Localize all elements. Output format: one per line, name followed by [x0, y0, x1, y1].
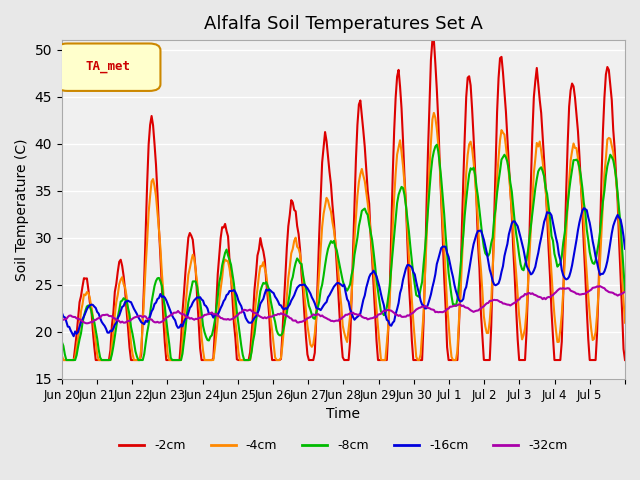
-8cm [58, 339, 66, 345]
-2cm [545, 245, 552, 251]
-4cm [79, 301, 86, 307]
-8cm [63, 357, 70, 363]
-32cm [77, 317, 85, 323]
-16cm [545, 210, 552, 216]
-2cm [77, 293, 85, 299]
-32cm [621, 289, 629, 295]
-4cm [349, 266, 357, 272]
-2cm [429, 37, 436, 43]
-2cm [461, 134, 468, 140]
Line: -8cm: -8cm [62, 144, 625, 360]
-16cm [620, 233, 627, 239]
-32cm [83, 321, 91, 326]
-2cm [95, 357, 102, 363]
-16cm [70, 333, 77, 339]
X-axis label: Time: Time [326, 407, 360, 421]
-4cm [620, 297, 627, 303]
-8cm [433, 142, 441, 147]
-32cm [96, 315, 104, 321]
-4cm [546, 248, 554, 253]
-8cm [620, 266, 627, 272]
-32cm [349, 310, 357, 315]
-4cm [430, 110, 438, 116]
-4cm [621, 320, 629, 325]
-4cm [96, 357, 104, 363]
Line: -16cm: -16cm [62, 208, 625, 336]
-16cm [580, 205, 588, 211]
Text: TA_met: TA_met [86, 60, 131, 73]
-2cm [348, 297, 355, 302]
Line: -4cm: -4cm [62, 113, 625, 360]
-8cm [546, 215, 554, 221]
Line: -32cm: -32cm [62, 286, 625, 324]
-8cm [462, 197, 470, 203]
FancyBboxPatch shape [56, 44, 161, 91]
-32cm [545, 294, 552, 300]
-4cm [60, 357, 67, 363]
-16cm [96, 315, 104, 321]
-4cm [58, 353, 66, 359]
-8cm [79, 320, 86, 326]
-2cm [621, 357, 629, 363]
-32cm [461, 304, 468, 310]
-4cm [462, 170, 470, 176]
-32cm [58, 317, 66, 323]
-2cm [618, 308, 626, 314]
Line: -2cm: -2cm [62, 40, 625, 360]
-16cm [621, 246, 629, 252]
-2cm [58, 357, 66, 363]
-16cm [349, 314, 357, 320]
-8cm [349, 266, 357, 272]
-16cm [461, 288, 468, 293]
-32cm [620, 290, 627, 296]
Title: Alfalfa Soil Temperatures Set A: Alfalfa Soil Temperatures Set A [204, 15, 483, 33]
-8cm [96, 355, 104, 360]
Legend: -2cm, -4cm, -8cm, -16cm, -32cm: -2cm, -4cm, -8cm, -16cm, -32cm [115, 434, 573, 457]
-32cm [596, 283, 604, 289]
-16cm [79, 316, 86, 322]
Y-axis label: Soil Temperature (C): Soil Temperature (C) [15, 138, 29, 281]
-8cm [621, 288, 629, 294]
-16cm [58, 310, 66, 316]
